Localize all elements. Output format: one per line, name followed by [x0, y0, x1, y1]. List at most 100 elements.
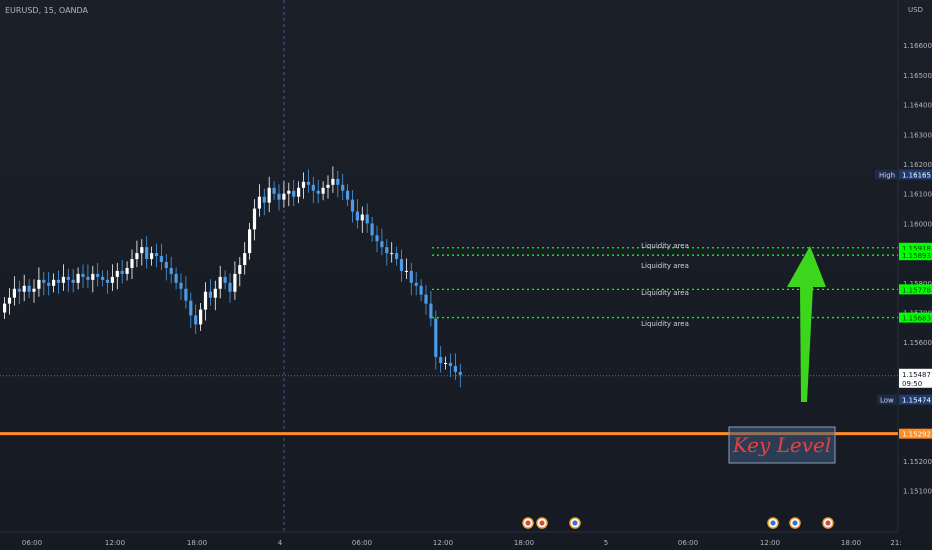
candle[interactable] [12, 288, 16, 298]
candle[interactable] [321, 187, 325, 194]
candle[interactable] [27, 285, 31, 292]
candle[interactable] [66, 276, 70, 280]
candle[interactable] [125, 267, 129, 274]
candle[interactable] [252, 208, 257, 230]
candle[interactable] [22, 285, 26, 292]
candle[interactable] [453, 365, 457, 372]
candle[interactable] [3, 303, 7, 313]
candle[interactable] [223, 276, 227, 283]
candle[interactable] [76, 273, 80, 283]
candle[interactable] [287, 190, 291, 194]
candle[interactable] [203, 291, 208, 310]
candle[interactable] [145, 247, 149, 260]
candle[interactable] [110, 276, 114, 283]
candle[interactable] [7, 297, 12, 304]
candle[interactable] [52, 279, 56, 286]
candle[interactable] [316, 190, 320, 194]
candle[interactable] [184, 288, 188, 301]
candle[interactable] [135, 253, 139, 260]
candle[interactable] [228, 282, 232, 292]
candle[interactable] [282, 193, 286, 200]
candle[interactable] [140, 247, 144, 254]
candle[interactable] [105, 279, 110, 283]
candle[interactable] [458, 371, 462, 375]
candle[interactable] [248, 229, 252, 254]
candle[interactable] [233, 273, 237, 292]
candle[interactable] [434, 318, 438, 358]
candle[interactable] [399, 259, 404, 271]
liquidity-price-tag[interactable] [899, 284, 932, 295]
candle[interactable] [257, 196, 261, 209]
candle[interactable] [380, 241, 384, 248]
candle[interactable] [81, 273, 85, 277]
candle[interactable] [174, 273, 178, 283]
candle[interactable] [86, 276, 90, 280]
candle[interactable] [429, 303, 433, 319]
candle[interactable] [419, 285, 423, 295]
candle[interactable] [292, 190, 296, 197]
candle[interactable] [346, 190, 350, 200]
liquidity-price-tag[interactable] [899, 250, 932, 261]
candle[interactable] [350, 199, 355, 212]
candle[interactable] [301, 181, 306, 188]
candle[interactable] [267, 187, 271, 203]
liquidity-price-tag[interactable] [899, 312, 932, 323]
candle[interactable] [208, 291, 212, 298]
candle[interactable] [159, 256, 163, 263]
candle[interactable] [355, 211, 359, 221]
candle[interactable] [130, 259, 134, 268]
candle[interactable] [115, 270, 119, 277]
candle[interactable] [243, 253, 247, 265]
candle[interactable] [47, 282, 51, 286]
candle[interactable] [277, 193, 281, 200]
candle[interactable] [199, 309, 203, 325]
candle[interactable] [37, 279, 41, 289]
candle[interactable] [424, 294, 428, 304]
candle[interactable] [189, 300, 193, 316]
candle[interactable] [164, 262, 168, 268]
candle[interactable] [360, 214, 364, 221]
candle[interactable] [311, 184, 315, 191]
candle[interactable] [306, 181, 310, 185]
key-level-box[interactable] [728, 426, 836, 464]
candle[interactable] [169, 267, 173, 274]
candle[interactable] [331, 178, 335, 185]
candle[interactable] [341, 184, 345, 191]
candle[interactable] [56, 279, 61, 283]
candle[interactable] [390, 253, 394, 255]
candle[interactable] [17, 288, 21, 292]
candle[interactable] [238, 265, 242, 274]
current-price-tag[interactable] [899, 368, 932, 388]
low-price-tag[interactable] [899, 394, 932, 405]
high-price-tag[interactable] [899, 169, 932, 180]
candle[interactable] [448, 363, 453, 366]
candle[interactable] [96, 273, 100, 277]
candle[interactable] [150, 253, 154, 260]
candle[interactable] [409, 270, 413, 283]
candle[interactable] [326, 184, 330, 188]
key-level-price-tag[interactable] [899, 428, 932, 439]
candle[interactable] [262, 196, 266, 203]
candle[interactable] [179, 282, 183, 289]
candle[interactable] [336, 178, 340, 185]
candle[interactable] [365, 214, 369, 224]
candle[interactable] [414, 282, 418, 286]
candle[interactable] [101, 276, 105, 280]
candle[interactable] [120, 270, 124, 274]
candle[interactable] [71, 279, 75, 283]
candle[interactable] [213, 288, 217, 298]
candle[interactable] [154, 253, 159, 257]
candle[interactable] [194, 315, 198, 325]
candle[interactable] [91, 273, 95, 280]
liquidity-price-tag[interactable] [899, 242, 932, 253]
candle[interactable] [439, 357, 443, 363]
candle[interactable] [404, 270, 408, 272]
candle[interactable] [42, 279, 46, 283]
symbol-label[interactable]: EURUSD, 15, OANDA [5, 6, 89, 15]
candle[interactable] [218, 276, 222, 289]
candle[interactable] [32, 288, 36, 292]
candle[interactable] [444, 363, 448, 364]
candle[interactable] [61, 276, 65, 283]
candle[interactable] [385, 247, 389, 254]
